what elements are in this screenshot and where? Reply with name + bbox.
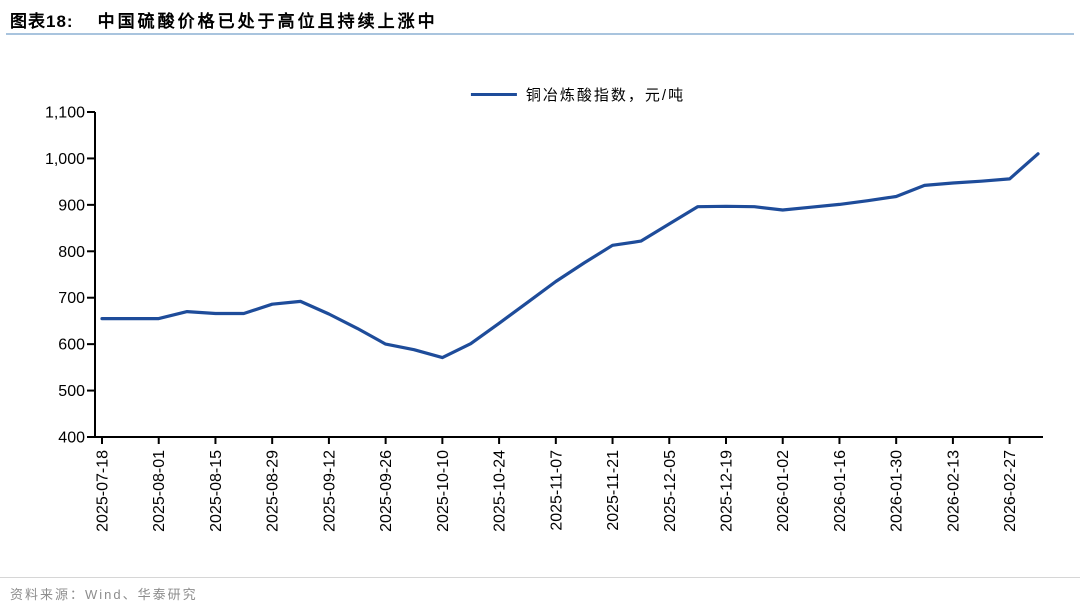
legend-line-swatch: [470, 93, 517, 96]
x-tick-label: 2026-02-27: [1002, 450, 1019, 532]
y-tick-label: 400: [58, 430, 85, 447]
x-tick-label: 2025-11-21: [605, 450, 622, 531]
x-tick-label: 2025-09-12: [321, 450, 338, 532]
x-tick-label: 2025-12-05: [662, 450, 679, 532]
y-tick-label: 1,000: [45, 151, 85, 168]
legend: 铜冶炼酸指数，元/吨: [470, 84, 686, 105]
x-tick-label: 2025-07-18: [95, 450, 112, 532]
x-tick-label: 2025-08-01: [151, 450, 168, 532]
chart-title: 图表18: 中国硫酸价格已处于高位且持续上涨中: [10, 7, 438, 32]
chart-title-number: 图表18:: [10, 12, 74, 31]
x-tick-label: 2025-08-15: [208, 450, 225, 532]
y-tick-label: 700: [58, 290, 85, 307]
x-tick-label: 2025-12-19: [719, 450, 736, 532]
y-tick-label: 900: [58, 197, 85, 214]
x-tick-label: 2025-10-24: [492, 450, 509, 532]
source-text: 资料来源：Wind、华泰研究: [10, 587, 198, 602]
x-tick-label: 2025-09-26: [378, 450, 395, 532]
legend-label: 铜冶炼酸指数，元/吨: [525, 87, 686, 104]
chart-title-text: 中国硫酸价格已处于高位且持续上涨中: [97, 12, 438, 31]
series-line: [100, 152, 1040, 360]
footer-divider: [0, 577, 1080, 578]
x-tick-label: 2026-01-16: [832, 450, 849, 532]
y-tick-label: 800: [58, 244, 85, 261]
x-tick-label: 2026-01-02: [775, 450, 792, 532]
title-underline: [6, 33, 1074, 35]
y-tick-label: 500: [58, 383, 85, 400]
x-tick-label: 2026-01-30: [889, 450, 906, 532]
x-tick-label: 2025-10-10: [435, 450, 452, 532]
x-tick-label: 2025-08-29: [265, 450, 282, 532]
y-tick-label: 1,100: [45, 105, 85, 122]
price-line-chart: 400 500 600 700 800 900 1,000 1,100 2025-07-18 20…: [45, 105, 1043, 532]
x-tick-label: 2025-11-07: [548, 450, 565, 531]
x-tick-label: 2026-02-13: [945, 450, 962, 532]
y-tick-label: 600: [58, 337, 85, 354]
